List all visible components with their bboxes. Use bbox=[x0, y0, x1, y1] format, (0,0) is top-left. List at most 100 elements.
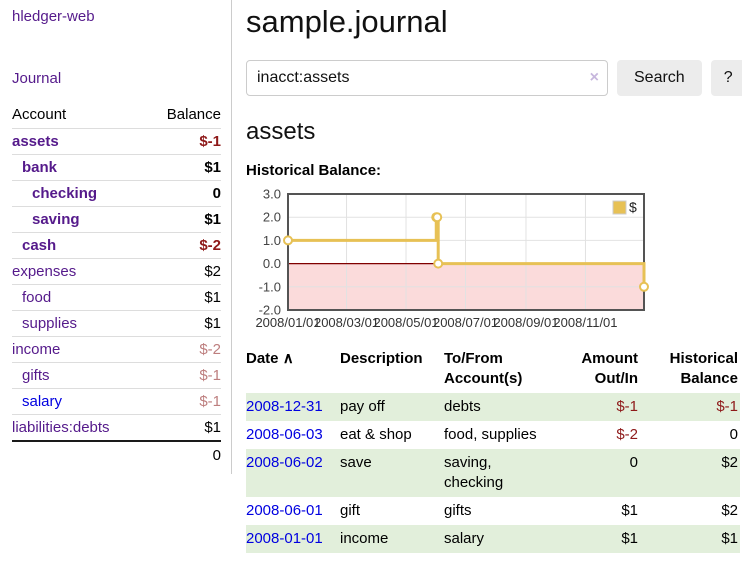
account-link[interactable]: supplies bbox=[22, 315, 78, 332]
search-form: × Search ? bbox=[246, 60, 742, 96]
account-balance: $1 bbox=[204, 159, 221, 176]
accounts-col-balance: Balance bbox=[166, 106, 221, 123]
journal-nav-link[interactable]: Journal bbox=[12, 70, 62, 87]
account-balance: $1 bbox=[204, 289, 221, 306]
register-date-cell: 2008-06-01 bbox=[246, 497, 340, 525]
register-account-cell: food, supplies bbox=[444, 426, 537, 443]
account-row: expenses $2 bbox=[12, 258, 221, 285]
account-balance: 0 bbox=[212, 185, 221, 202]
register-account-cell: salary bbox=[444, 530, 485, 547]
account-row: food $1 bbox=[12, 284, 221, 311]
help-button[interactable]: ? bbox=[710, 60, 742, 96]
register-balance-cell: 0 bbox=[729, 426, 738, 443]
account-link[interactable]: assets bbox=[12, 133, 59, 150]
legend-label: $ bbox=[629, 199, 637, 215]
transaction-date-link[interactable]: 2008-01-01 bbox=[246, 530, 323, 547]
register-balance-cell: $2 bbox=[721, 502, 738, 519]
account-balance: $1 bbox=[204, 211, 221, 228]
accounts-total-value: 0 bbox=[146, 440, 221, 468]
register-date-cell: 2008-06-02 bbox=[246, 449, 340, 497]
account-balance: $-1 bbox=[199, 367, 221, 384]
account-link[interactable]: expenses bbox=[12, 263, 77, 280]
account-link[interactable]: gifts bbox=[22, 367, 50, 384]
register-amount-cell: $-1 bbox=[616, 398, 638, 415]
account-name-cell: checking bbox=[12, 181, 146, 207]
register-balance-cell: $1 bbox=[721, 530, 738, 547]
register-account-cell: gifts bbox=[444, 502, 472, 519]
transaction-date-link[interactable]: 2008-06-03 bbox=[246, 426, 323, 443]
account-name-cell: assets bbox=[12, 129, 146, 155]
register-col-date[interactable]: Date ∧ bbox=[246, 347, 340, 393]
account-row: income $-2 bbox=[12, 336, 221, 363]
account-balance: $-2 bbox=[199, 237, 221, 254]
account-link[interactable]: food bbox=[22, 289, 52, 306]
app-title-link[interactable]: hledger-web bbox=[12, 8, 95, 25]
account-row: gifts $-1 bbox=[12, 362, 221, 389]
account-row: liabilities:debts $1 bbox=[12, 414, 221, 442]
data-point-marker bbox=[432, 212, 443, 223]
accounts-header-row: Account Balance bbox=[12, 104, 221, 129]
y-tick-label: 0.0 bbox=[263, 256, 281, 271]
register-col-description: Description bbox=[340, 350, 423, 367]
register-row: 2008-01-01 income salary $1 $1 bbox=[246, 525, 740, 553]
app-title: hledger-web bbox=[12, 8, 221, 26]
account-row: supplies $1 bbox=[12, 310, 221, 337]
account-link[interactable]: salary bbox=[22, 393, 63, 410]
main-content: sample.journal × Search ? assets Histori… bbox=[232, 0, 742, 553]
y-tick-label: 2.0 bbox=[263, 210, 281, 225]
search-input[interactable] bbox=[246, 60, 608, 96]
account-row: assets $-1 bbox=[12, 128, 221, 155]
account-name-cell: supplies bbox=[12, 311, 146, 337]
clear-search-icon[interactable]: × bbox=[589, 69, 599, 86]
register-row: 2008-06-01 gift gifts $1 $2 bbox=[246, 497, 740, 525]
register-row: 2008-06-03 eat & shop food, supplies $-2 0 bbox=[246, 421, 740, 449]
register-account-cell: debts bbox=[444, 398, 481, 415]
data-point-marker bbox=[639, 281, 649, 292]
transaction-date-link[interactable]: 2008-06-01 bbox=[246, 502, 323, 519]
account-name-cell: gifts bbox=[12, 363, 146, 389]
register-header-row: Date ∧ Description To/From Account(s) Am… bbox=[246, 347, 740, 393]
accounts-table: Account Balance assets $-1 bank $1 checking 0… bbox=[12, 104, 221, 468]
x-tick-label: 2008/01/01 bbox=[255, 315, 320, 330]
register-row: 2008-06-02 save saving, checking 0 $2 bbox=[246, 449, 740, 497]
account-link[interactable]: checking bbox=[32, 185, 98, 202]
account-link[interactable]: liabilities:debts bbox=[12, 419, 110, 436]
historical-balance-chart[interactable]: 3.0 2.0 1.0 0.0 -1.0 -2.0 2008/01/01 2008/03/01… bbox=[246, 189, 742, 333]
account-link[interactable]: income bbox=[12, 341, 61, 358]
account-balance: $-2 bbox=[199, 341, 221, 358]
account-balance: $-1 bbox=[199, 133, 221, 150]
account-row: bank $1 bbox=[12, 154, 221, 181]
register-description-cell: eat & shop bbox=[340, 426, 412, 443]
account-link[interactable]: bank bbox=[22, 159, 58, 176]
register-balance-cell: $2 bbox=[721, 454, 738, 471]
account-link[interactable]: cash bbox=[22, 237, 57, 254]
account-name-cell: expenses bbox=[12, 259, 146, 285]
transaction-date-link[interactable]: 2008-06-02 bbox=[246, 454, 323, 471]
sort-ascending-icon[interactable]: ∧ bbox=[282, 350, 294, 367]
search-button[interactable]: Search bbox=[617, 60, 702, 96]
accounts-total-spacer bbox=[12, 440, 147, 468]
register-date-cell: 2008-01-01 bbox=[246, 525, 340, 553]
x-tick-label: 2008/07/01 bbox=[433, 315, 498, 330]
data-point-marker bbox=[283, 235, 293, 246]
account-row: cash $-2 bbox=[12, 232, 221, 259]
data-point-marker bbox=[433, 258, 444, 269]
register-col-account: To/From Account(s) bbox=[444, 350, 523, 387]
register-description-cell: save bbox=[340, 454, 372, 471]
account-name-cell: food bbox=[12, 285, 146, 311]
account-name-cell: salary bbox=[12, 389, 146, 415]
y-tick-label: 3.0 bbox=[263, 189, 281, 202]
register-col-amount: Amount Out/In bbox=[581, 350, 638, 387]
register-amount-cell: $1 bbox=[621, 502, 638, 519]
transaction-date-link[interactable]: 2008-12-31 bbox=[246, 398, 323, 415]
account-balance: $-1 bbox=[199, 393, 221, 410]
register-description-cell: gift bbox=[340, 502, 361, 519]
account-link[interactable]: saving bbox=[32, 211, 80, 228]
register-row: 2008-12-31 pay off debts $-1 $-1 bbox=[246, 393, 740, 421]
balance-chart-svg[interactable]: 3.0 2.0 1.0 0.0 -1.0 -2.02008/01/012008/03/01… bbox=[246, 189, 666, 333]
register-amount-cell: 0 bbox=[629, 454, 638, 471]
account-row: checking 0 bbox=[12, 180, 221, 207]
register-amount-cell: $1 bbox=[621, 530, 638, 547]
register-amount-cell: $-2 bbox=[616, 426, 638, 443]
account-heading: assets bbox=[246, 118, 316, 145]
